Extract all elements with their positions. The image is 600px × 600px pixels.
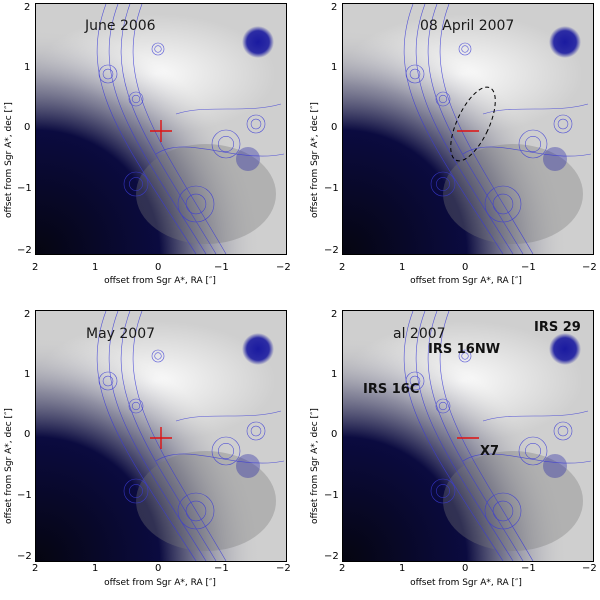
y-tick: −1 <box>17 183 32 194</box>
y-axis-label: offset from Sgr A*, dec [″] <box>310 408 320 524</box>
bright-source <box>242 26 274 58</box>
x-tick: 1 <box>92 262 99 273</box>
y-tick: −2 <box>324 551 339 562</box>
contour-lines <box>96 4 285 254</box>
y-tick: −1 <box>17 490 32 501</box>
contour-lines <box>403 4 592 254</box>
y-tick: 0 <box>331 429 338 440</box>
panel-title: June 2006 <box>85 18 156 34</box>
source-label-irs16c: IRS 16C <box>363 382 420 397</box>
source-label-irs29: IRS 29 <box>534 320 581 335</box>
x-tick: 2 <box>339 262 346 273</box>
panel-june-2006: June 2006 2 1 0 −1 −2 offset from Sgr A*… <box>0 0 300 300</box>
y-tick: 0 <box>24 122 31 133</box>
contour-lines <box>96 311 285 561</box>
y-axis-label: offset from Sgr A*, dec [″] <box>310 102 320 218</box>
y-tick: −2 <box>324 245 339 256</box>
x-axis-label: offset from Sgr A*, RA [″] <box>104 276 216 286</box>
image-al-2007 <box>342 310 594 562</box>
x-tick: 1 <box>399 262 406 273</box>
x-tick: −2 <box>276 262 291 273</box>
source-label-x7: X7 <box>480 444 500 459</box>
panel-may-2007: May 2007 2 1 0 −1 −2 offset from Sgr A*,… <box>0 306 300 600</box>
x-axis-label: offset from Sgr A*, RA [″] <box>410 578 522 588</box>
panel-title: 08 April 2007 <box>420 18 515 34</box>
bright-source <box>549 333 581 365</box>
y-tick: 0 <box>331 122 338 133</box>
source-label-irs16nw: IRS 16NW <box>428 342 501 357</box>
x-tick: −1 <box>214 262 229 273</box>
x-tick: 1 <box>399 563 406 574</box>
y-tick: 1 <box>24 369 31 380</box>
x-tick: 0 <box>155 262 162 273</box>
y-tick: 2 <box>331 309 338 320</box>
x-tick: −1 <box>521 563 536 574</box>
y-axis-label: offset from Sgr A*, dec [″] <box>4 408 14 524</box>
x-axis-label: offset from Sgr A*, RA [″] <box>104 578 216 588</box>
x-tick: −1 <box>521 262 536 273</box>
y-tick: 1 <box>331 369 338 380</box>
panel-title: May 2007 <box>86 326 156 342</box>
y-tick: 1 <box>24 62 31 73</box>
x-tick: 0 <box>462 262 469 273</box>
image-may-2007 <box>35 310 287 562</box>
bright-source <box>549 26 581 58</box>
y-tick: −1 <box>324 183 339 194</box>
x-tick: 0 <box>462 563 469 574</box>
x-tick: 2 <box>32 262 39 273</box>
y-tick: 0 <box>24 429 31 440</box>
image-june-2006 <box>35 3 287 255</box>
x-tick: −2 <box>582 262 597 273</box>
panel-title: al 2007 <box>393 326 446 342</box>
y-tick: −2 <box>17 245 32 256</box>
panel-08-april-2007: 08 April 2007 2 1 0 −1 −2 offset from Sg… <box>306 0 600 300</box>
dashed-ellipse <box>450 86 496 162</box>
y-axis-label: offset from Sgr A*, dec [″] <box>4 102 14 218</box>
bright-source <box>242 333 274 365</box>
x-tick: 2 <box>339 563 346 574</box>
x-tick: 2 <box>32 563 39 574</box>
contour-lines <box>403 311 592 561</box>
panel-al-2007: al 2007 IRS 29 IRS 16NW IRS 16C X7 2 1 0… <box>306 306 600 600</box>
image-08-april-2007 <box>342 3 594 255</box>
x-tick: −1 <box>214 563 229 574</box>
y-tick: −2 <box>17 551 32 562</box>
x-axis-label: offset from Sgr A*, RA [″] <box>410 276 522 286</box>
y-tick: 1 <box>331 62 338 73</box>
x-tick: 1 <box>92 563 99 574</box>
y-tick: 2 <box>24 2 31 13</box>
x-tick: −2 <box>276 563 291 574</box>
y-tick: 2 <box>331 2 338 13</box>
y-tick: 2 <box>24 309 31 320</box>
y-tick: −1 <box>324 490 339 501</box>
x-tick: 0 <box>155 563 162 574</box>
x-tick: −2 <box>582 563 597 574</box>
